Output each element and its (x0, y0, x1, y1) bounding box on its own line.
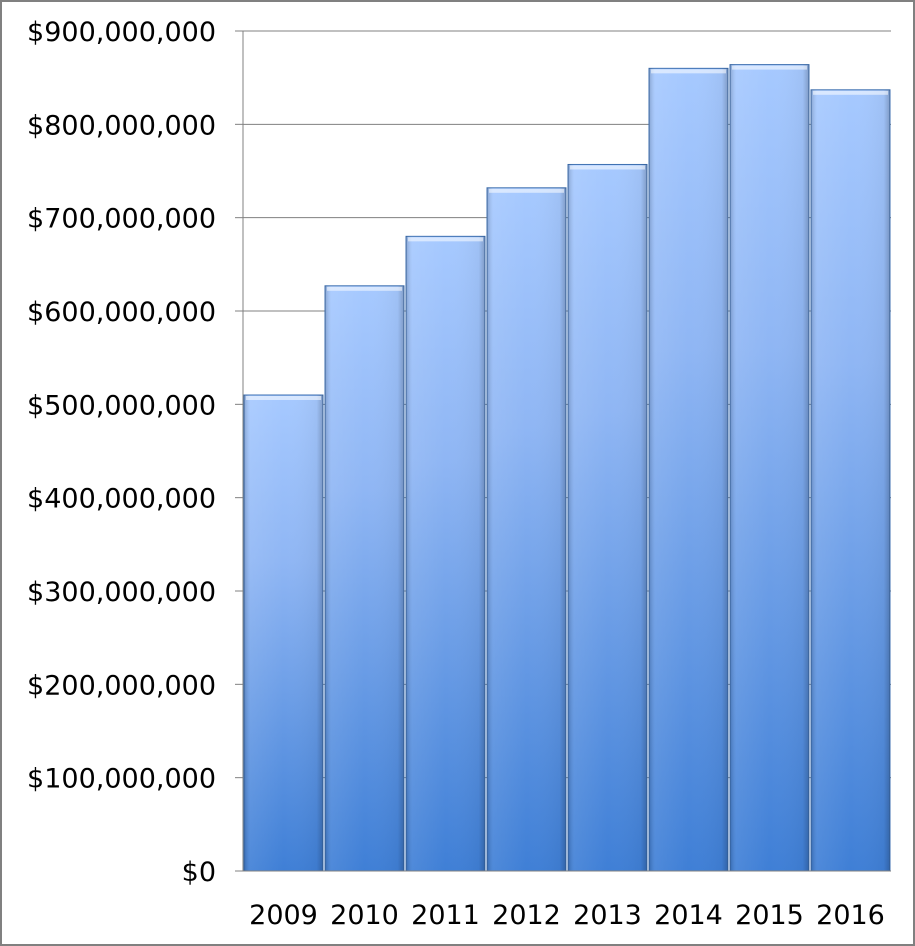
bar-shade (649, 68, 728, 872)
bar-highlight (246, 396, 321, 400)
y-tick-label: $800,000,000 (27, 110, 216, 141)
bar (405, 235, 486, 872)
bar-shade (730, 64, 809, 872)
x-tick-label: 2012 (492, 900, 561, 931)
bar-highlight (570, 165, 645, 170)
x-tick-labels: 2009 2010 2011 2012 2013 2014 2015 2016 (249, 900, 885, 931)
bar-highlight (732, 65, 807, 70)
bar-highlight (813, 90, 888, 95)
x-tick-label: 2009 (249, 900, 318, 931)
bar-highlight (327, 286, 402, 291)
y-tick-label: $600,000,000 (27, 297, 216, 328)
x-tick-label: 2014 (654, 900, 723, 931)
y-tick-label: $0 (182, 857, 216, 888)
bar-shade (406, 236, 485, 872)
y-tick-label: $400,000,000 (27, 484, 216, 515)
bar-shade (487, 187, 566, 872)
axes (235, 30, 891, 872)
bar-highlight (651, 69, 726, 74)
bar (729, 64, 810, 872)
x-tick-label: 2010 (330, 900, 399, 931)
y-tick-labels: $0 $100,000,000 $200,000,000 $300,000,000 $4… (27, 17, 216, 888)
bar (486, 187, 567, 872)
y-tick-label: $300,000,000 (27, 577, 216, 608)
bar-shade (811, 89, 890, 872)
y-tick-label: $900,000,000 (27, 17, 216, 48)
x-tick-label: 2011 (411, 900, 480, 931)
bar (648, 67, 729, 872)
y-tick-label: $200,000,000 (27, 670, 216, 701)
bar (567, 163, 648, 872)
bar-highlight (489, 188, 564, 193)
bar (810, 89, 891, 872)
bar-highlight (408, 237, 483, 242)
y-tick-label: $700,000,000 (27, 204, 216, 235)
bar (243, 394, 324, 872)
bar-shade (325, 285, 404, 871)
bar-shade (244, 395, 323, 871)
bar (324, 285, 405, 872)
x-tick-label: 2013 (573, 900, 642, 931)
y-tick-label: $100,000,000 (27, 764, 216, 795)
x-tick-label: 2015 (735, 900, 804, 931)
bars (243, 64, 891, 872)
x-tick-label: 2016 (816, 900, 885, 931)
bar-shade (568, 164, 647, 871)
y-tick-label: $500,000,000 (27, 390, 216, 421)
